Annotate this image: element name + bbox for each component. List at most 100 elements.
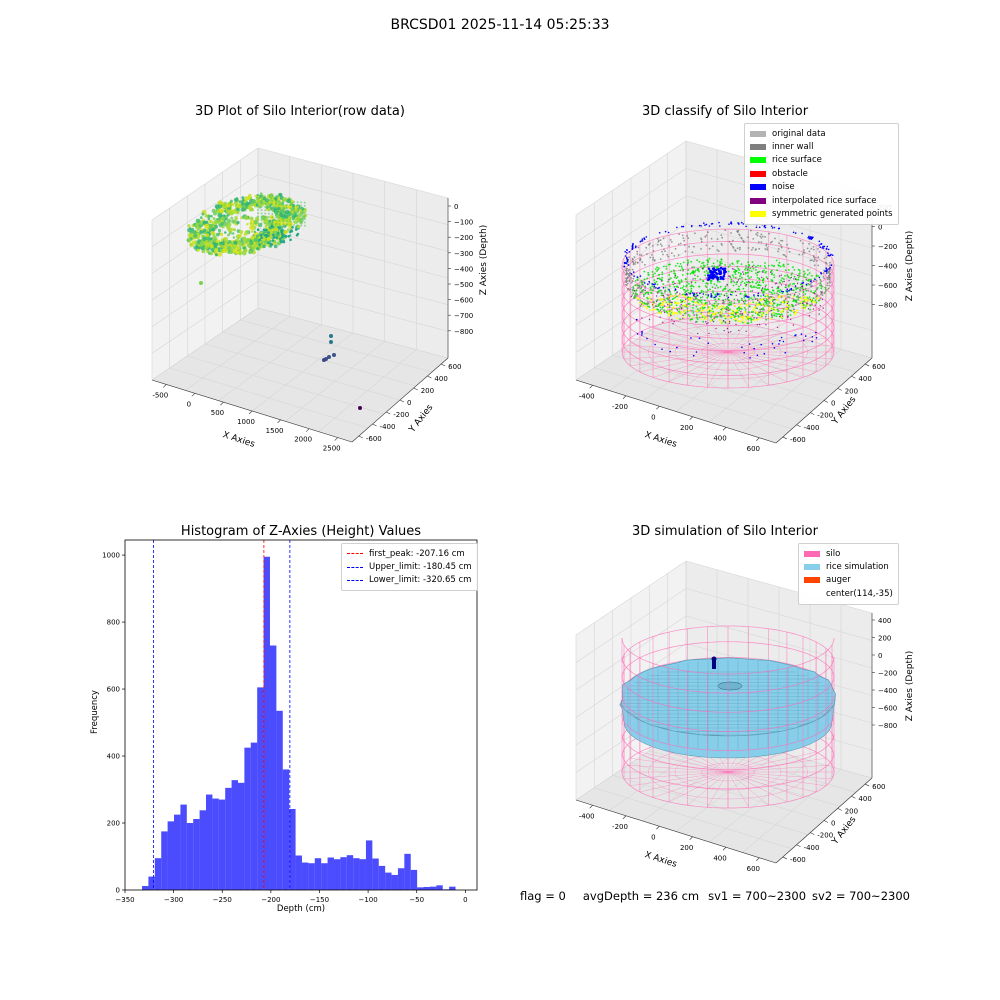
symmetric-point <box>739 316 742 319</box>
data-point <box>296 201 299 204</box>
symmetric-point <box>645 307 648 310</box>
data-point <box>260 202 263 205</box>
inner-wall-point <box>636 261 639 264</box>
data-point <box>199 216 203 220</box>
legend-label: first_peak: -207.16 cm <box>369 548 465 559</box>
x-tick-label: 600 <box>747 865 760 873</box>
symmetric-point <box>702 314 705 317</box>
data-point <box>245 237 251 243</box>
rice-surface-point <box>713 265 716 267</box>
rice-surface-point <box>778 261 781 264</box>
rice-surface-point <box>744 278 747 281</box>
interpolated-point <box>633 290 635 292</box>
data-point <box>267 202 270 205</box>
data-point <box>282 210 285 213</box>
rice-surface-point <box>751 286 753 289</box>
data-point <box>216 210 219 214</box>
data-point <box>275 206 277 209</box>
inner-wall-point <box>657 240 660 243</box>
inner-wall-point <box>825 256 828 258</box>
data-point <box>285 223 288 226</box>
data-point <box>226 203 231 208</box>
inner-wall-point <box>694 232 696 235</box>
interpolated-point <box>802 302 804 305</box>
rice-surface-point <box>761 315 763 318</box>
legend-item: Upper_limit: -180.45 cm <box>347 560 472 573</box>
rice-surface-point <box>738 299 740 302</box>
interpolated-point <box>673 321 675 323</box>
data-point <box>278 206 281 209</box>
symmetric-point <box>659 304 662 307</box>
rice-surface-point <box>717 303 720 305</box>
silo-wire-bottom-ring <box>648 324 808 380</box>
inner-wall-point <box>628 268 630 271</box>
noise-point <box>744 295 747 298</box>
data-point <box>201 212 205 216</box>
rice-surface-point <box>696 314 698 317</box>
legend-label: rice simulation <box>826 562 889 573</box>
noise-point <box>755 226 758 229</box>
rice-surface-point <box>756 281 759 284</box>
noise-point <box>771 343 774 345</box>
data-point <box>193 233 198 239</box>
interpolated-point <box>723 294 726 297</box>
figure-title: BRCSD01 2025-11-14 05:25:33 <box>390 17 610 33</box>
rice-surface-point <box>741 299 743 302</box>
symmetric-point <box>761 303 764 306</box>
y-tick-mark <box>810 412 815 415</box>
symmetric-point <box>755 318 758 321</box>
data-point <box>213 247 219 253</box>
interpolated-point <box>733 268 735 270</box>
y-tick-mark <box>865 783 870 787</box>
symmetric-point <box>678 294 681 297</box>
interpolated-point <box>811 281 813 284</box>
legend-label: symmetric generated points <box>772 209 893 220</box>
inner-wall-point <box>746 236 749 239</box>
rice-surface-point <box>725 311 727 313</box>
rice-surface-point <box>699 300 702 303</box>
data-point <box>256 195 260 199</box>
interpolated-point <box>680 307 683 310</box>
data-point <box>278 210 281 213</box>
noise-point <box>737 222 740 225</box>
noise-point <box>689 292 691 295</box>
interpolated-point <box>686 294 689 296</box>
histogram-bar <box>372 858 379 890</box>
interpolated-point <box>726 309 728 311</box>
outlier-point <box>332 353 336 357</box>
floor-gridline <box>685 305 873 359</box>
rice-surface-point <box>690 287 693 290</box>
data-point <box>282 229 287 235</box>
symmetric-point <box>670 295 673 298</box>
rice-surface-point <box>736 265 739 268</box>
inner-wall-point <box>789 294 792 296</box>
inner-wall-point <box>750 229 752 232</box>
x-tick-label: -400 <box>579 812 595 820</box>
rice-surface-point <box>803 275 805 278</box>
data-point <box>249 250 253 254</box>
rice-surface-point <box>634 293 637 296</box>
data-point <box>271 199 274 202</box>
interpolated-point <box>774 283 777 285</box>
noise-point <box>753 294 755 296</box>
data-point <box>282 207 285 209</box>
noise-point <box>716 276 720 279</box>
data-point <box>278 223 281 226</box>
rice-surface-point <box>724 298 727 301</box>
noise-point <box>710 271 714 274</box>
symmetric-point <box>765 311 768 314</box>
symmetric-point <box>794 313 797 316</box>
interpolated-point <box>718 264 720 266</box>
y-tick-label: 0 <box>831 820 835 828</box>
symmetric-point <box>682 294 685 297</box>
symmetric-point <box>733 318 736 320</box>
noise-point <box>657 287 659 290</box>
rice-surface-point <box>700 299 703 302</box>
x-tick-label: 500 <box>211 409 224 417</box>
rice-surface-point <box>717 311 720 314</box>
rice-surface-point <box>717 298 720 301</box>
y-tick-label: -200 <box>817 832 833 840</box>
interpolated-point <box>821 298 824 301</box>
interpolated-point <box>674 282 676 285</box>
rice-surface-point <box>777 293 780 296</box>
